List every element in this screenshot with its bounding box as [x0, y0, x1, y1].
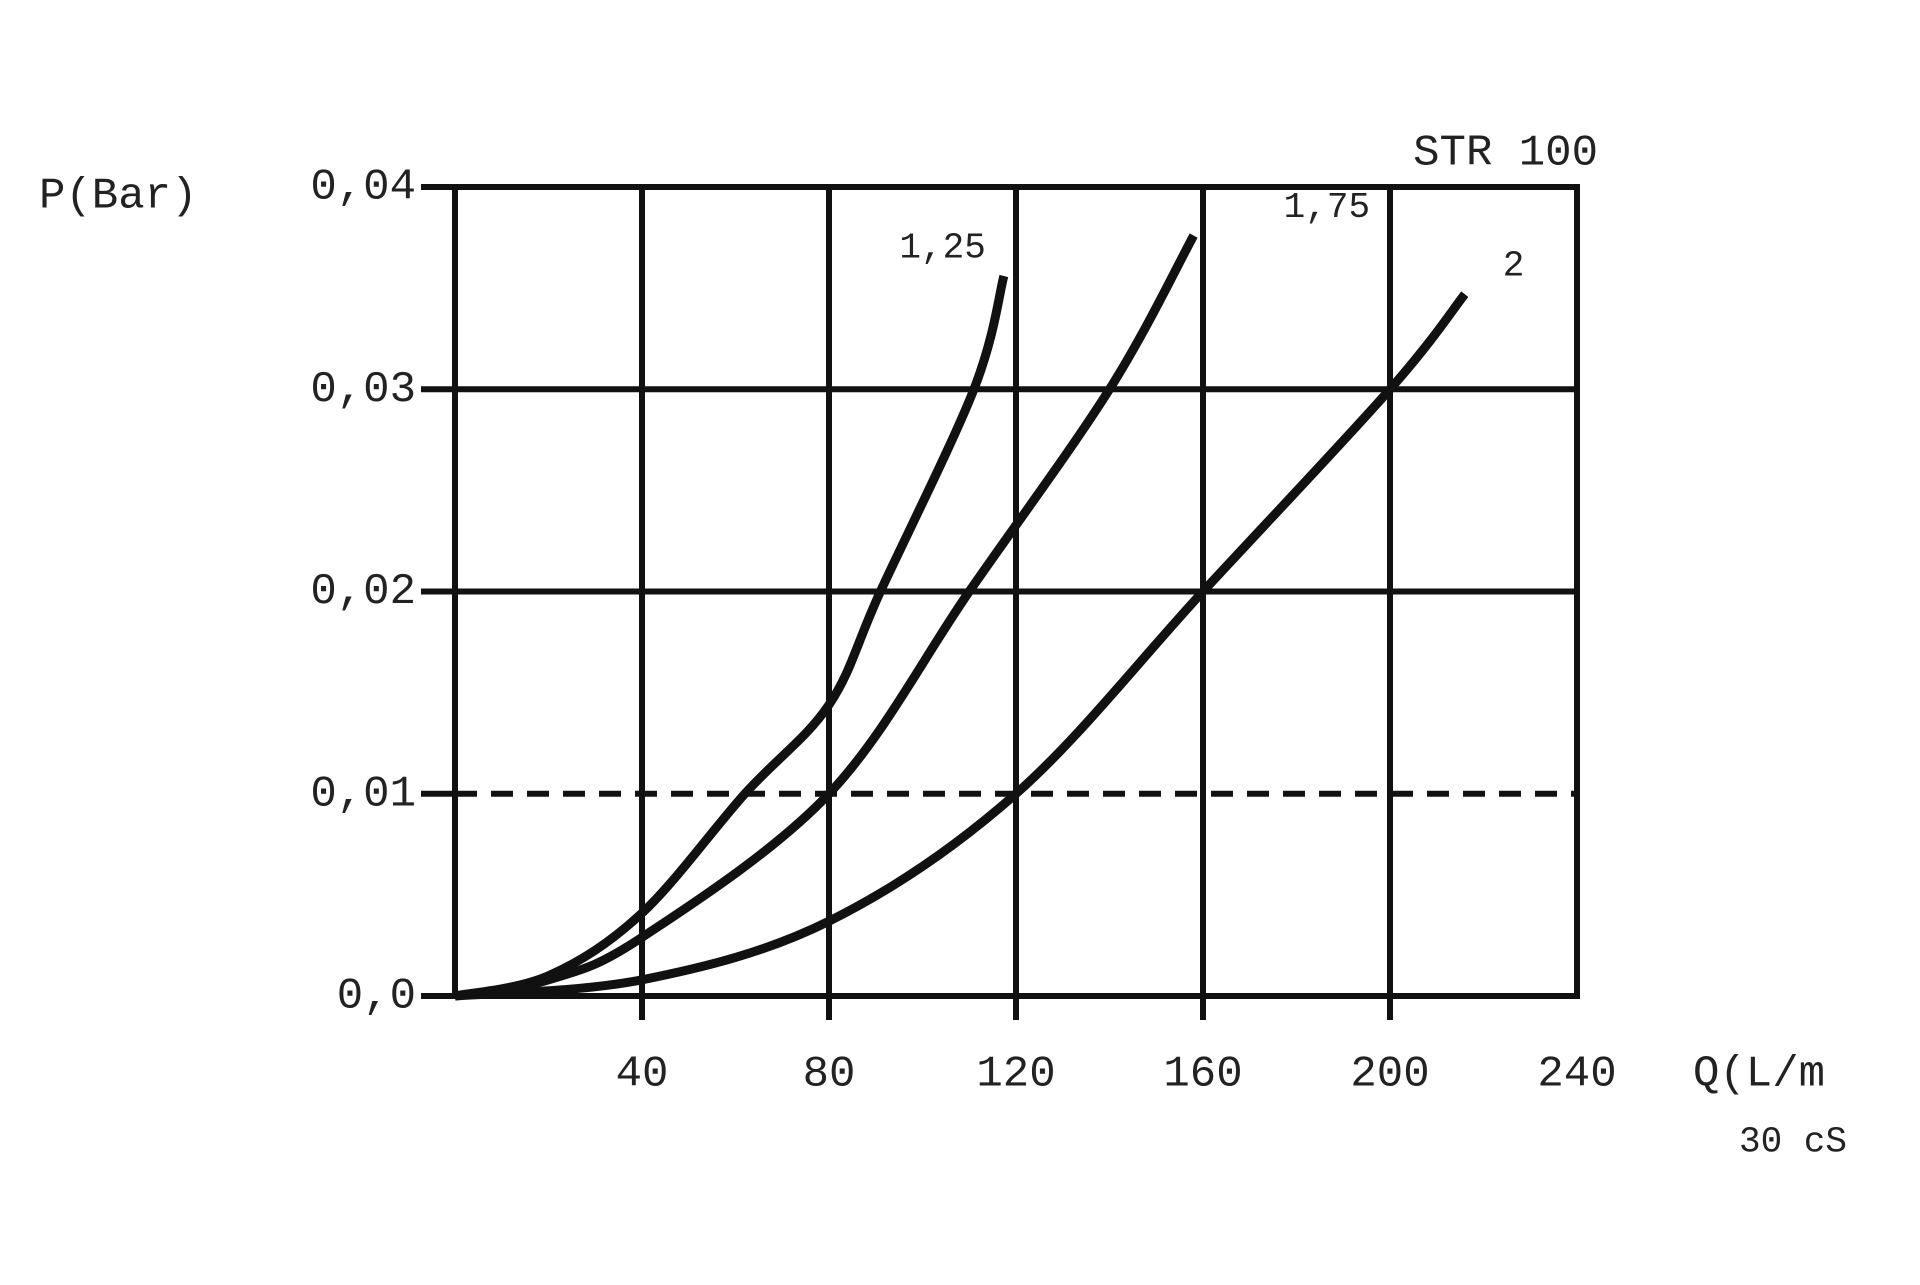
y-tick-label: 0,0 — [337, 972, 416, 1022]
series-label: 2 — [1503, 246, 1525, 287]
x-axis-label: Q(L/m — [1693, 1050, 1825, 1100]
series-label: 1,25 — [899, 228, 985, 269]
y-tick-label: 0,01 — [310, 769, 416, 819]
line-series — [454, 233, 1198, 1001]
subtitle: 30 cS — [1739, 1122, 1847, 1163]
x-tick-label: 160 — [1163, 1050, 1242, 1100]
y-tick-label: 0,04 — [310, 163, 416, 213]
x-tick-label: 200 — [1350, 1050, 1429, 1100]
x-tick-label: 120 — [976, 1050, 1055, 1100]
x-tick-label: 40 — [616, 1050, 669, 1100]
line-series — [454, 291, 1469, 1001]
series-label: 1,75 — [1284, 187, 1370, 228]
plot-frame — [452, 184, 1580, 999]
chart-title: STR 100 — [1413, 129, 1598, 179]
x-tick-label: 80 — [803, 1050, 856, 1100]
y-tick-label: 0,03 — [310, 365, 416, 415]
y-axis-label: P(Bar) — [39, 172, 197, 222]
line-series — [454, 274, 1009, 1001]
x-tick-label: 240 — [1537, 1050, 1616, 1100]
y-tick-label: 0,02 — [310, 567, 416, 617]
